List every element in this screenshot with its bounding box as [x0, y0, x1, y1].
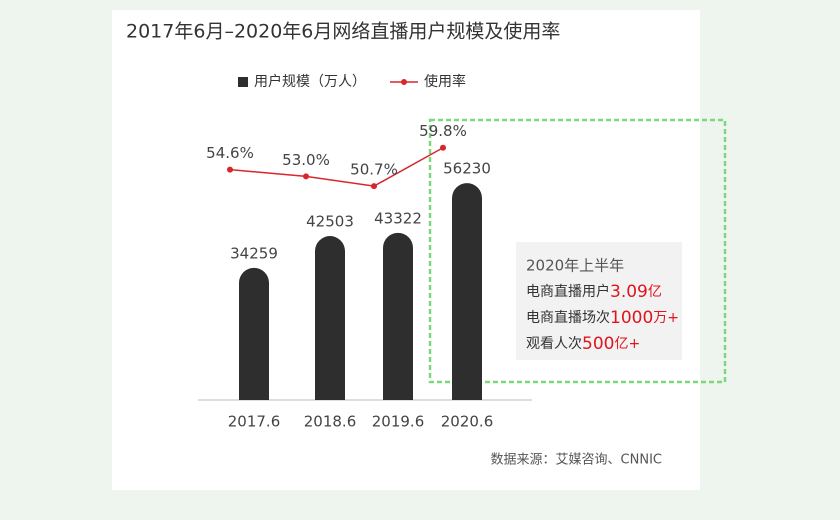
annotation-value: 3.09: [610, 282, 648, 302]
value-label: 59.8%: [419, 122, 467, 140]
annotation-label: 电商直播场次: [526, 309, 610, 326]
annotation-box: [516, 242, 682, 360]
point: [227, 166, 233, 173]
bar: [239, 267, 269, 400]
x-tick-label: 2017.6: [228, 413, 281, 431]
source: 数据来源：艾媒咨询、CNNIC: [491, 453, 662, 468]
bar: [383, 232, 413, 400]
annotation-value: 500: [582, 334, 614, 354]
annotation-value: 1000: [610, 308, 653, 328]
legend-label: 使用率: [424, 73, 466, 90]
point: [303, 173, 309, 180]
annotation-line: 电商直播用户3.09亿: [526, 282, 662, 302]
annotation-line: 观看人次500亿+: [526, 334, 640, 354]
legend-dot: [401, 79, 407, 85]
annotation-unit: 亿+: [614, 336, 640, 352]
x-tick-label: 2019.6: [372, 413, 425, 431]
line: [229, 147, 444, 187]
bar: [315, 236, 345, 400]
x-tick-label: 2018.6: [304, 413, 357, 431]
annotation-label: 电商直播用户: [526, 283, 610, 300]
x-tick-label: 2020.6: [441, 413, 494, 431]
point: [440, 144, 446, 151]
point: [371, 183, 377, 190]
legend-swatch: [238, 77, 248, 87]
annotation-label: 观看人次: [526, 336, 582, 352]
annotation-unit: 亿: [648, 284, 662, 300]
value-label: 43322: [374, 209, 422, 227]
annotation-heading: 2020年上半年: [526, 257, 624, 275]
highlight-box: [428, 118, 727, 384]
value-label: 34259: [230, 244, 278, 262]
annotation-unit: 万+: [653, 310, 679, 326]
value-label: 54.6%: [206, 144, 254, 162]
legend-label: 用户规模（万人）: [254, 73, 366, 90]
annotation-line: 电商直播场次1000万+: [526, 308, 679, 328]
value-label: 50.7%: [350, 161, 398, 179]
value-label: 56230: [443, 160, 491, 178]
value-label: 53.0%: [282, 151, 330, 169]
bar: [452, 183, 482, 400]
chart-title: 2017年6月–2020年6月网络直播用户规模及使用率: [126, 21, 560, 43]
value-label: 42503: [306, 213, 354, 231]
